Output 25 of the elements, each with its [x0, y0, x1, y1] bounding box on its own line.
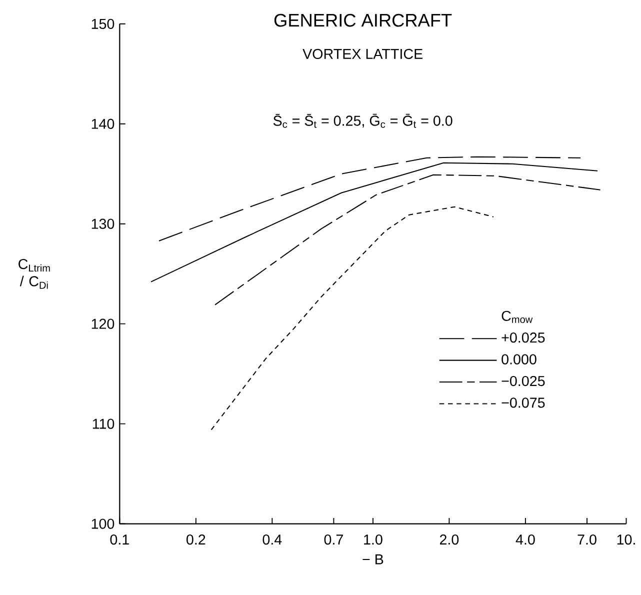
x-tick-label: 0.2: [186, 534, 206, 545]
y-tick-label: 110: [92, 418, 114, 430]
x-axis-title: − B: [362, 554, 384, 564]
legend-label: −0.025: [502, 376, 545, 386]
text: VORTEX LATTICE: [302, 49, 422, 60]
y-tick-label: 100: [92, 518, 114, 530]
y-tick-label: 140: [92, 119, 114, 130]
x-tick-label: 2.0: [440, 534, 459, 545]
x-tick-label: 0.1: [110, 534, 129, 545]
y-tick-label: 130: [92, 219, 114, 230]
y-axis-title: C$_{Ltrim}$ / C$_{Di}$: [18, 259, 50, 289]
legend-label: 0.000: [502, 354, 536, 365]
x-tick-label: 1.0: [364, 534, 382, 545]
x-tick-label: 0.7: [324, 534, 343, 545]
text: S̄$_{c}$ = S̄$_{t}$ = 0.25, Ḡ$_{c}$ = Ḡ$_{t}$ = 0.0: [273, 114, 452, 128]
y-tick-label: 120: [92, 318, 114, 330]
legend-label: −0.075: [502, 398, 545, 408]
x-tick-label: 10.: [617, 534, 635, 545]
x-tick-label: 4.0: [516, 534, 535, 545]
legend-title: C$_{mow}$: [502, 311, 533, 324]
x-tick-label: 7.0: [578, 534, 596, 545]
x-tick-label: 0.4: [262, 534, 282, 545]
legend-label: +0.025: [502, 332, 545, 343]
y-tick-label: 150: [92, 19, 114, 30]
chart-title: GENERIC AIRCRAFT: [274, 14, 452, 27]
